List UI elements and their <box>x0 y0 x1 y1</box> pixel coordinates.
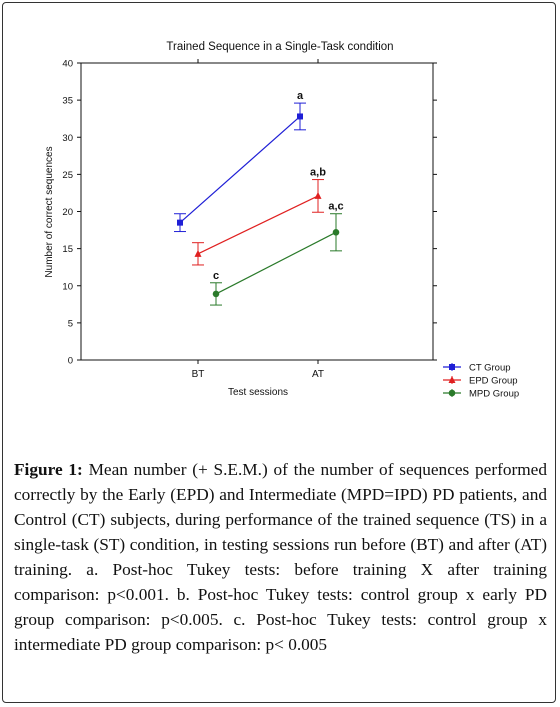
y-tick-label: 10 <box>62 281 73 292</box>
legend-item: MPD Group <box>443 389 519 400</box>
series-epd-group: a,b <box>192 167 326 266</box>
legend-item: CT Group <box>443 363 511 374</box>
data-point <box>448 376 456 383</box>
y-tick-label: 15 <box>62 244 73 255</box>
legend: CT Group EPD Group MPD Group <box>443 363 519 400</box>
series-line <box>179 116 301 224</box>
y-axis-label: Number of correct sequences <box>44 146 55 277</box>
plot-axes: 0 5 10 15 20 25 30 35 40 BT AT <box>62 59 437 380</box>
chart: Trained Sequence in a Single-Task condit… <box>44 41 519 400</box>
series-line <box>215 231 337 295</box>
data-point <box>194 249 202 257</box>
significance-label: c <box>213 270 219 282</box>
series-line <box>197 195 319 255</box>
plot-marks: a a,b c a,c <box>174 90 344 306</box>
significance-label: a <box>297 90 304 102</box>
y-tick-label: 30 <box>62 133 73 144</box>
y-tick-label: 25 <box>62 170 73 181</box>
x-axis-label: Test sessions <box>228 387 288 398</box>
y-tick-label: 0 <box>68 356 73 367</box>
data-point <box>297 113 303 120</box>
plot-area-border <box>80 62 434 361</box>
legend-label: CT Group <box>469 363 511 374</box>
series-mpd-group: c a,c <box>210 201 344 306</box>
data-point <box>177 219 183 226</box>
y-tick-label: 20 <box>62 207 73 218</box>
caption-text: Mean number (+ S.E.M.) of the number of … <box>14 460 547 654</box>
significance-label: a,c <box>328 201 343 213</box>
y-tick-label: 40 <box>62 59 73 70</box>
data-point <box>314 191 322 199</box>
y-tick-label: 35 <box>62 96 73 107</box>
caption-lead: Figure 1: <box>14 460 83 479</box>
data-point <box>212 290 220 298</box>
figure-caption: Figure 1: Mean number (+ S.E.M.) of the … <box>14 457 547 657</box>
x-tick-label: BT <box>192 369 205 380</box>
series-ct-group: a <box>174 90 306 233</box>
data-point <box>448 389 456 397</box>
y-tick-label: 5 <box>68 318 73 329</box>
significance-label: a,b <box>310 167 326 179</box>
x-tick-label: AT <box>312 369 324 380</box>
data-point <box>449 364 455 370</box>
legend-item: EPD Group <box>443 376 518 387</box>
legend-label: EPD Group <box>469 376 518 387</box>
legend-label: MPD Group <box>469 389 519 400</box>
data-point <box>332 228 340 236</box>
chart-title: Trained Sequence in a Single-Task condit… <box>166 41 393 53</box>
